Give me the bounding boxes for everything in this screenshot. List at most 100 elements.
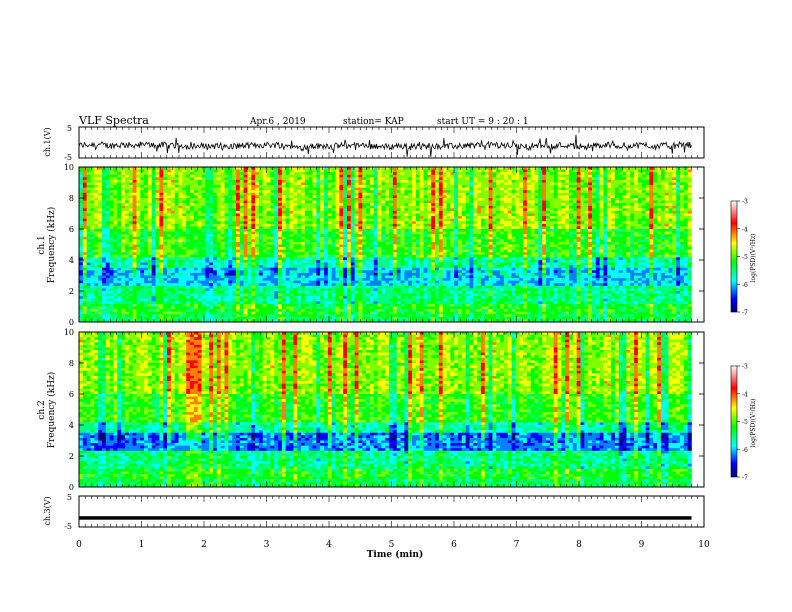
ch1-ylabel: ch.1(V): [43, 127, 52, 156]
spectrogram-cell: [308, 185, 313, 188]
spectrogram-cell: [281, 187, 287, 191]
spectrogram-cell: [331, 239, 336, 243]
spectrogram-cell: [343, 198, 348, 201]
spectrogram-cell: [557, 172, 562, 176]
spectrogram-cell: [285, 203, 290, 207]
spectrogram-cell: [622, 244, 627, 248]
spectrogram-cell: [553, 172, 558, 176]
spectrogram-cell: [542, 208, 547, 212]
spectrogram-cell: [377, 198, 382, 201]
spectrogram-cell: [496, 169, 501, 173]
spectrogram-cell: [614, 172, 620, 176]
spectrogram-cell: [170, 234, 176, 238]
spectrogram-cell: [339, 182, 344, 186]
spectrogram-cell: [427, 172, 432, 176]
spectrogram-cell: [243, 213, 248, 217]
spectrogram-cell: [94, 210, 99, 214]
spectrogram-cell: [174, 185, 179, 188]
spectrogram-cell: [366, 172, 371, 176]
spectrogram-cell: [645, 213, 650, 217]
spectrogram-cell: [155, 218, 160, 222]
spectrogram-cell: [174, 244, 179, 248]
spectrogram-cell: [561, 172, 566, 176]
spectrogram-cell: [128, 190, 133, 194]
spectrogram-cell: [167, 229, 172, 232]
spectrogram-cell: [423, 210, 428, 214]
spectrogram-cell: [128, 213, 133, 217]
spectrogram-cell: [136, 205, 141, 209]
spectrogram-cell: [442, 210, 447, 214]
spectrogram-cell: [408, 239, 413, 243]
spectrogram-cell: [251, 177, 256, 181]
spectrogram-cell: [235, 231, 241, 235]
spectrogram-cell: [201, 216, 206, 219]
spectrogram-cell: [442, 200, 447, 204]
spectrogram-cell: [366, 216, 371, 219]
spectrogram-cell: [538, 208, 543, 212]
spectrogram-cell: [235, 177, 241, 181]
spectrogram-cell: [128, 177, 133, 181]
spectrogram-cell: [400, 213, 405, 217]
spectrogram-cell: [389, 182, 394, 186]
spectrogram-cell: [170, 226, 176, 230]
spectrogram-cell: [381, 244, 386, 248]
spectrogram-cell: [683, 229, 688, 232]
spectrogram-cell: [507, 187, 512, 191]
spectrogram-cell: [343, 195, 348, 199]
spectrogram-cell: [660, 236, 666, 240]
spectrogram-cell: [304, 241, 309, 245]
spectrogram-cell: [515, 231, 520, 235]
spectrogram-cell: [400, 200, 405, 204]
spectrogram-cell: [159, 187, 164, 191]
spectrogram-cell: [484, 241, 489, 245]
spectrogram-cell: [232, 174, 237, 178]
spectrogram-cell: [121, 226, 126, 230]
spectrogram-cell: [308, 213, 313, 217]
spectrogram-cell: [465, 192, 470, 196]
spectrogram-cell: [239, 187, 244, 191]
spectrogram-cell: [354, 198, 359, 201]
spectrogram-cell: [435, 208, 440, 212]
spectrogram-cell: [427, 195, 432, 199]
spectrogram-cell: [484, 218, 489, 222]
spectrogram-cell: [343, 234, 348, 238]
spectrogram-cell: [201, 192, 206, 196]
spectrogram-cell: [607, 205, 612, 209]
spectrogram-cell: [676, 167, 681, 170]
spectrogram-cell: [404, 185, 409, 188]
spectrogram-cell: [212, 218, 218, 222]
spectrogram-cell: [232, 190, 237, 194]
spectrogram-cell: [136, 182, 141, 186]
spectrogram-cell: [622, 218, 627, 222]
spectrogram-cell: [167, 216, 172, 219]
spectrogram-cell: [626, 195, 631, 199]
spectrogram-cell: [170, 223, 176, 227]
spectrogram-cell: [193, 234, 198, 238]
spectrogram-cell: [687, 198, 692, 201]
spectrogram-cell: [687, 200, 692, 204]
spectrogram-cell: [331, 190, 336, 194]
spectrogram-cell: [124, 195, 130, 199]
spectrogram-cell: [637, 182, 643, 186]
spectrogram-cell: [396, 169, 401, 173]
spectrogram-cell: [124, 239, 130, 243]
spectrogram-cell: [274, 216, 279, 219]
spectrogram-cell: [109, 167, 114, 170]
spectrogram-cell: [653, 187, 658, 191]
spectrogram-cell: [128, 216, 133, 219]
spectrogram-cell: [205, 236, 210, 240]
spectrogram-cell: [526, 192, 532, 196]
spectrogram-cell: [174, 192, 179, 196]
spectrogram-cell: [270, 229, 275, 232]
spectrogram-cell: [404, 241, 409, 245]
spectrogram-cell: [174, 198, 179, 201]
spectrogram-cell: [657, 190, 662, 194]
spectrogram-cell: [377, 192, 382, 196]
spectrogram-cell: [151, 179, 156, 183]
spectrogram-cell: [435, 210, 440, 214]
spectrogram-cell: [312, 229, 317, 232]
spectrogram-cell: [576, 208, 581, 212]
spectrogram-cell: [657, 167, 662, 170]
spectrogram-cell: [167, 205, 172, 209]
spectrogram-cell: [404, 216, 409, 219]
